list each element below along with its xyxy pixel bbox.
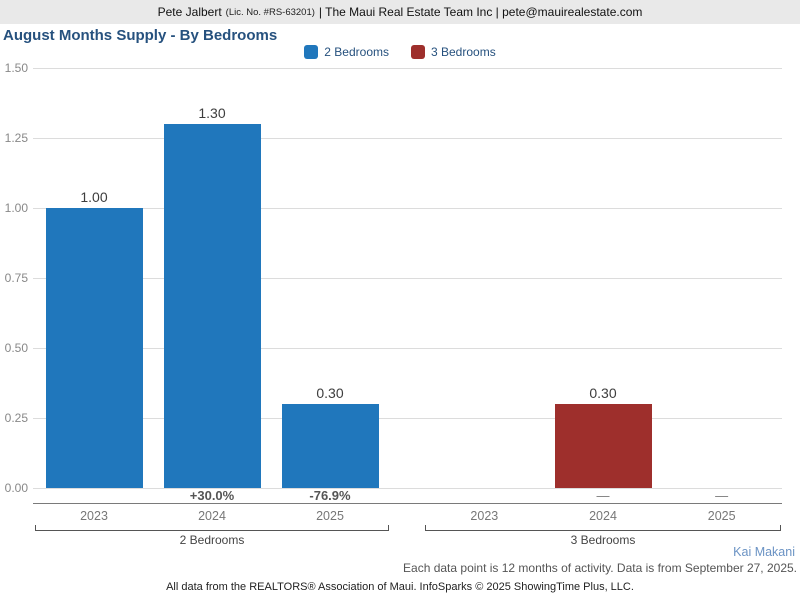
x-axis-year-label: 2023 bbox=[470, 509, 499, 523]
bar-2-bedrooms-2024[interactable] bbox=[163, 124, 261, 488]
y-axis-label: 0.00 bbox=[4, 481, 28, 495]
y-axis-label: 0.50 bbox=[4, 341, 28, 355]
x-axis-year-label: 2023 bbox=[80, 509, 108, 523]
legend-swatch-2-bedrooms-icon bbox=[304, 45, 319, 59]
pct-change-label: — bbox=[596, 488, 610, 503]
bar-value-label: 1.00 bbox=[80, 189, 108, 205]
bar-2-bedrooms-2023[interactable] bbox=[45, 208, 143, 488]
data-note: Each data point is 12 months of activity… bbox=[403, 561, 797, 575]
y-axis-label: 1.00 bbox=[4, 201, 28, 215]
gridline bbox=[33, 208, 782, 209]
watermark-property-name: Kai Makani bbox=[733, 545, 795, 559]
group-label-2-bedrooms: 2 Bedrooms bbox=[179, 533, 245, 547]
axis-separator-line bbox=[33, 503, 782, 504]
bar-3-bedrooms-2024[interactable] bbox=[554, 404, 652, 488]
legend-item-3-bedrooms[interactable]: 3 Bedrooms bbox=[411, 45, 496, 59]
bar-value-label: 1.30 bbox=[198, 105, 226, 121]
bar-value-label: 0.30 bbox=[589, 385, 617, 401]
legend-item-2-bedrooms[interactable]: 2 Bedrooms bbox=[304, 45, 389, 59]
group-label-3-bedrooms: 3 Bedrooms bbox=[570, 533, 636, 547]
gridline bbox=[33, 278, 782, 279]
attribution-text: All data from the REALTORS® Association … bbox=[166, 581, 634, 593]
gridline bbox=[33, 138, 782, 139]
bar-2-bedrooms-2025[interactable] bbox=[281, 404, 379, 488]
gridline bbox=[33, 348, 782, 349]
pct-change-label: — bbox=[715, 488, 729, 503]
legend-label-2-bedrooms: 2 Bedrooms bbox=[324, 45, 389, 59]
y-axis-label: 0.25 bbox=[4, 411, 28, 425]
bar-value-label: 0.30 bbox=[316, 385, 344, 401]
pct-change-label: +30.0% bbox=[189, 488, 235, 503]
chart-title: August Months Supply - By Bedrooms bbox=[3, 27, 278, 44]
gridline bbox=[33, 68, 782, 69]
header-company-email: | The Maui Real Estate Team Inc | pete@m… bbox=[318, 5, 643, 19]
x-axis-year-label: 2025 bbox=[316, 509, 344, 523]
gridline bbox=[33, 488, 782, 489]
gridline bbox=[33, 418, 782, 419]
agent-license: (Lic. No. #RS-63201) bbox=[225, 7, 315, 18]
group-bracket bbox=[35, 525, 389, 531]
y-axis-label: 0.75 bbox=[4, 271, 28, 285]
legend-label-3-bedrooms: 3 Bedrooms bbox=[431, 45, 496, 59]
header-bar: Pete Jalbert (Lic. No. #RS-63201) | The … bbox=[0, 0, 800, 24]
chart-legend: 2 Bedrooms 3 Bedrooms bbox=[0, 45, 800, 59]
y-axis-label: 1.50 bbox=[4, 61, 28, 75]
legend-swatch-3-bedrooms-icon bbox=[411, 45, 425, 59]
y-axis-label: 1.25 bbox=[4, 131, 28, 145]
agent-name: Pete Jalbert bbox=[157, 5, 222, 19]
pct-change-label: -76.9% bbox=[309, 488, 351, 503]
x-axis-year-label: 2024 bbox=[198, 509, 226, 523]
x-axis-year-label: 2024 bbox=[589, 509, 617, 523]
x-axis-year-label: 2025 bbox=[707, 509, 736, 523]
group-bracket bbox=[425, 525, 781, 531]
